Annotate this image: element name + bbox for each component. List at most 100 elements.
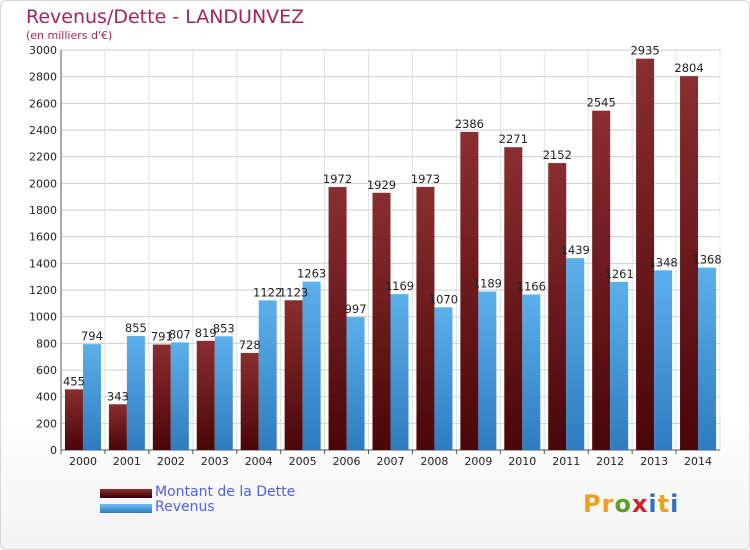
x-tick-label: 2013 [640, 455, 668, 468]
logo-letter: P [583, 490, 602, 518]
bar-debt [372, 192, 391, 451]
y-tick-label: 2000 [29, 177, 57, 190]
bar-debt [592, 110, 611, 451]
bar-debt [460, 131, 479, 450]
bar-revenue [698, 267, 717, 450]
data-label-revenue: 1439 [561, 243, 590, 257]
data-label-revenue: 997 [345, 302, 367, 316]
y-tick-label: 2400 [29, 124, 57, 137]
bar-revenue [478, 291, 497, 450]
bar-debt [240, 352, 259, 450]
bar-revenue [610, 281, 629, 450]
y-tick-label: 2600 [29, 97, 57, 110]
data-label-debt: 2386 [455, 117, 484, 131]
bar-debt [548, 163, 567, 451]
bar-debt [108, 404, 127, 450]
bar-debt [196, 340, 215, 450]
data-label-debt: 2545 [587, 96, 616, 110]
y-tick-label: 800 [36, 337, 57, 350]
data-label-revenue: 1261 [605, 267, 634, 281]
bar-revenue [434, 307, 453, 450]
y-tick-label: 1000 [29, 311, 57, 324]
x-tick-label: 2006 [333, 455, 361, 468]
chart-subtitle: (en milliers d'€) [26, 29, 113, 42]
x-tick-label: 2012 [596, 455, 624, 468]
bar-revenue [170, 342, 189, 450]
data-label-revenue: 794 [81, 329, 103, 343]
axes: 0 200 400 600 800 1000 1200 1400 1600 1800 2000 220… [29, 44, 720, 468]
x-tick-label: 2009 [464, 455, 492, 468]
y-tick-label: 600 [36, 364, 57, 377]
bar-revenue [522, 294, 541, 450]
logo-letter: i [670, 490, 680, 518]
chart-title: Revenus/Dette - LANDUNVEZ [26, 6, 305, 28]
y-tick-label: 2200 [29, 151, 57, 164]
x-tick-label: 2011 [552, 455, 580, 468]
data-label-debt: 1123 [279, 285, 308, 299]
bar-revenue [82, 344, 101, 450]
x-tick-label: 2002 [157, 455, 185, 468]
x-tick-label: 2004 [245, 455, 273, 468]
logo-letter: o [614, 490, 632, 518]
bar-debt [64, 389, 83, 450]
y-tick-label: 1400 [29, 257, 57, 270]
bar-revenue [258, 300, 277, 450]
data-label-debt: 791 [151, 330, 173, 344]
data-label-debt: 455 [63, 374, 85, 388]
y-tick-label: 1200 [29, 284, 57, 297]
x-tick-label: 2001 [113, 455, 141, 468]
legend-label-revenue: Revenus [155, 499, 215, 515]
logo-letter: t [657, 490, 671, 518]
bar-debt [416, 186, 435, 450]
data-label-revenue: 855 [125, 321, 147, 335]
x-tick-label: 2014 [684, 455, 712, 468]
bar-debt [152, 344, 171, 450]
bar-debt [504, 147, 523, 450]
y-tick-label: 400 [36, 391, 57, 404]
bar-revenue [390, 294, 409, 450]
data-label-revenue: 1070 [429, 292, 458, 306]
data-label-debt: 343 [107, 389, 129, 403]
x-tick-label: 2010 [508, 455, 536, 468]
data-label-debt: 728 [239, 338, 261, 352]
data-label-revenue: 1368 [692, 253, 721, 267]
data-label-revenue: 1189 [473, 276, 502, 290]
data-label-debt: 2804 [674, 61, 703, 75]
y-tick-label: 1800 [29, 204, 57, 217]
data-label-debt: 1972 [323, 172, 352, 186]
data-label-revenue: 1348 [648, 255, 677, 269]
y-tick-label: 0 [50, 444, 57, 457]
y-tick-label: 3000 [29, 44, 57, 57]
bar-debt [328, 187, 347, 451]
bar-revenue [346, 317, 365, 450]
bar-debt [680, 76, 699, 450]
bar-debt [636, 58, 655, 451]
bars [64, 58, 717, 451]
y-tick-label: 1600 [29, 231, 57, 244]
bar-revenue [566, 258, 585, 450]
x-tick-label: 2000 [69, 455, 97, 468]
data-label-debt: 1929 [367, 178, 396, 192]
data-label-debt: 2935 [630, 44, 659, 58]
y-tick-label: 2800 [29, 71, 57, 84]
data-label-revenue: 807 [169, 327, 191, 341]
y-tick-label: 200 [36, 417, 57, 430]
logo-letter: x [631, 490, 649, 518]
x-tick-label: 2008 [420, 455, 448, 468]
data-label-revenue: 1263 [297, 267, 326, 281]
data-label-debt: 2271 [499, 132, 528, 146]
data-label-revenue: 1122 [253, 285, 282, 299]
logo-letter: r [601, 490, 615, 518]
bar-revenue [302, 281, 321, 450]
x-tick-label: 2005 [289, 455, 317, 468]
bar-debt [284, 300, 303, 450]
data-label-revenue: 1166 [517, 280, 546, 294]
proxiti-logo: Proxiti [583, 490, 679, 518]
logo-letter: i [648, 490, 658, 518]
bar-revenue [214, 336, 233, 450]
data-label-debt: 2152 [543, 148, 572, 162]
x-tick-label: 2007 [377, 455, 405, 468]
data-label-debt: 819 [195, 326, 217, 340]
